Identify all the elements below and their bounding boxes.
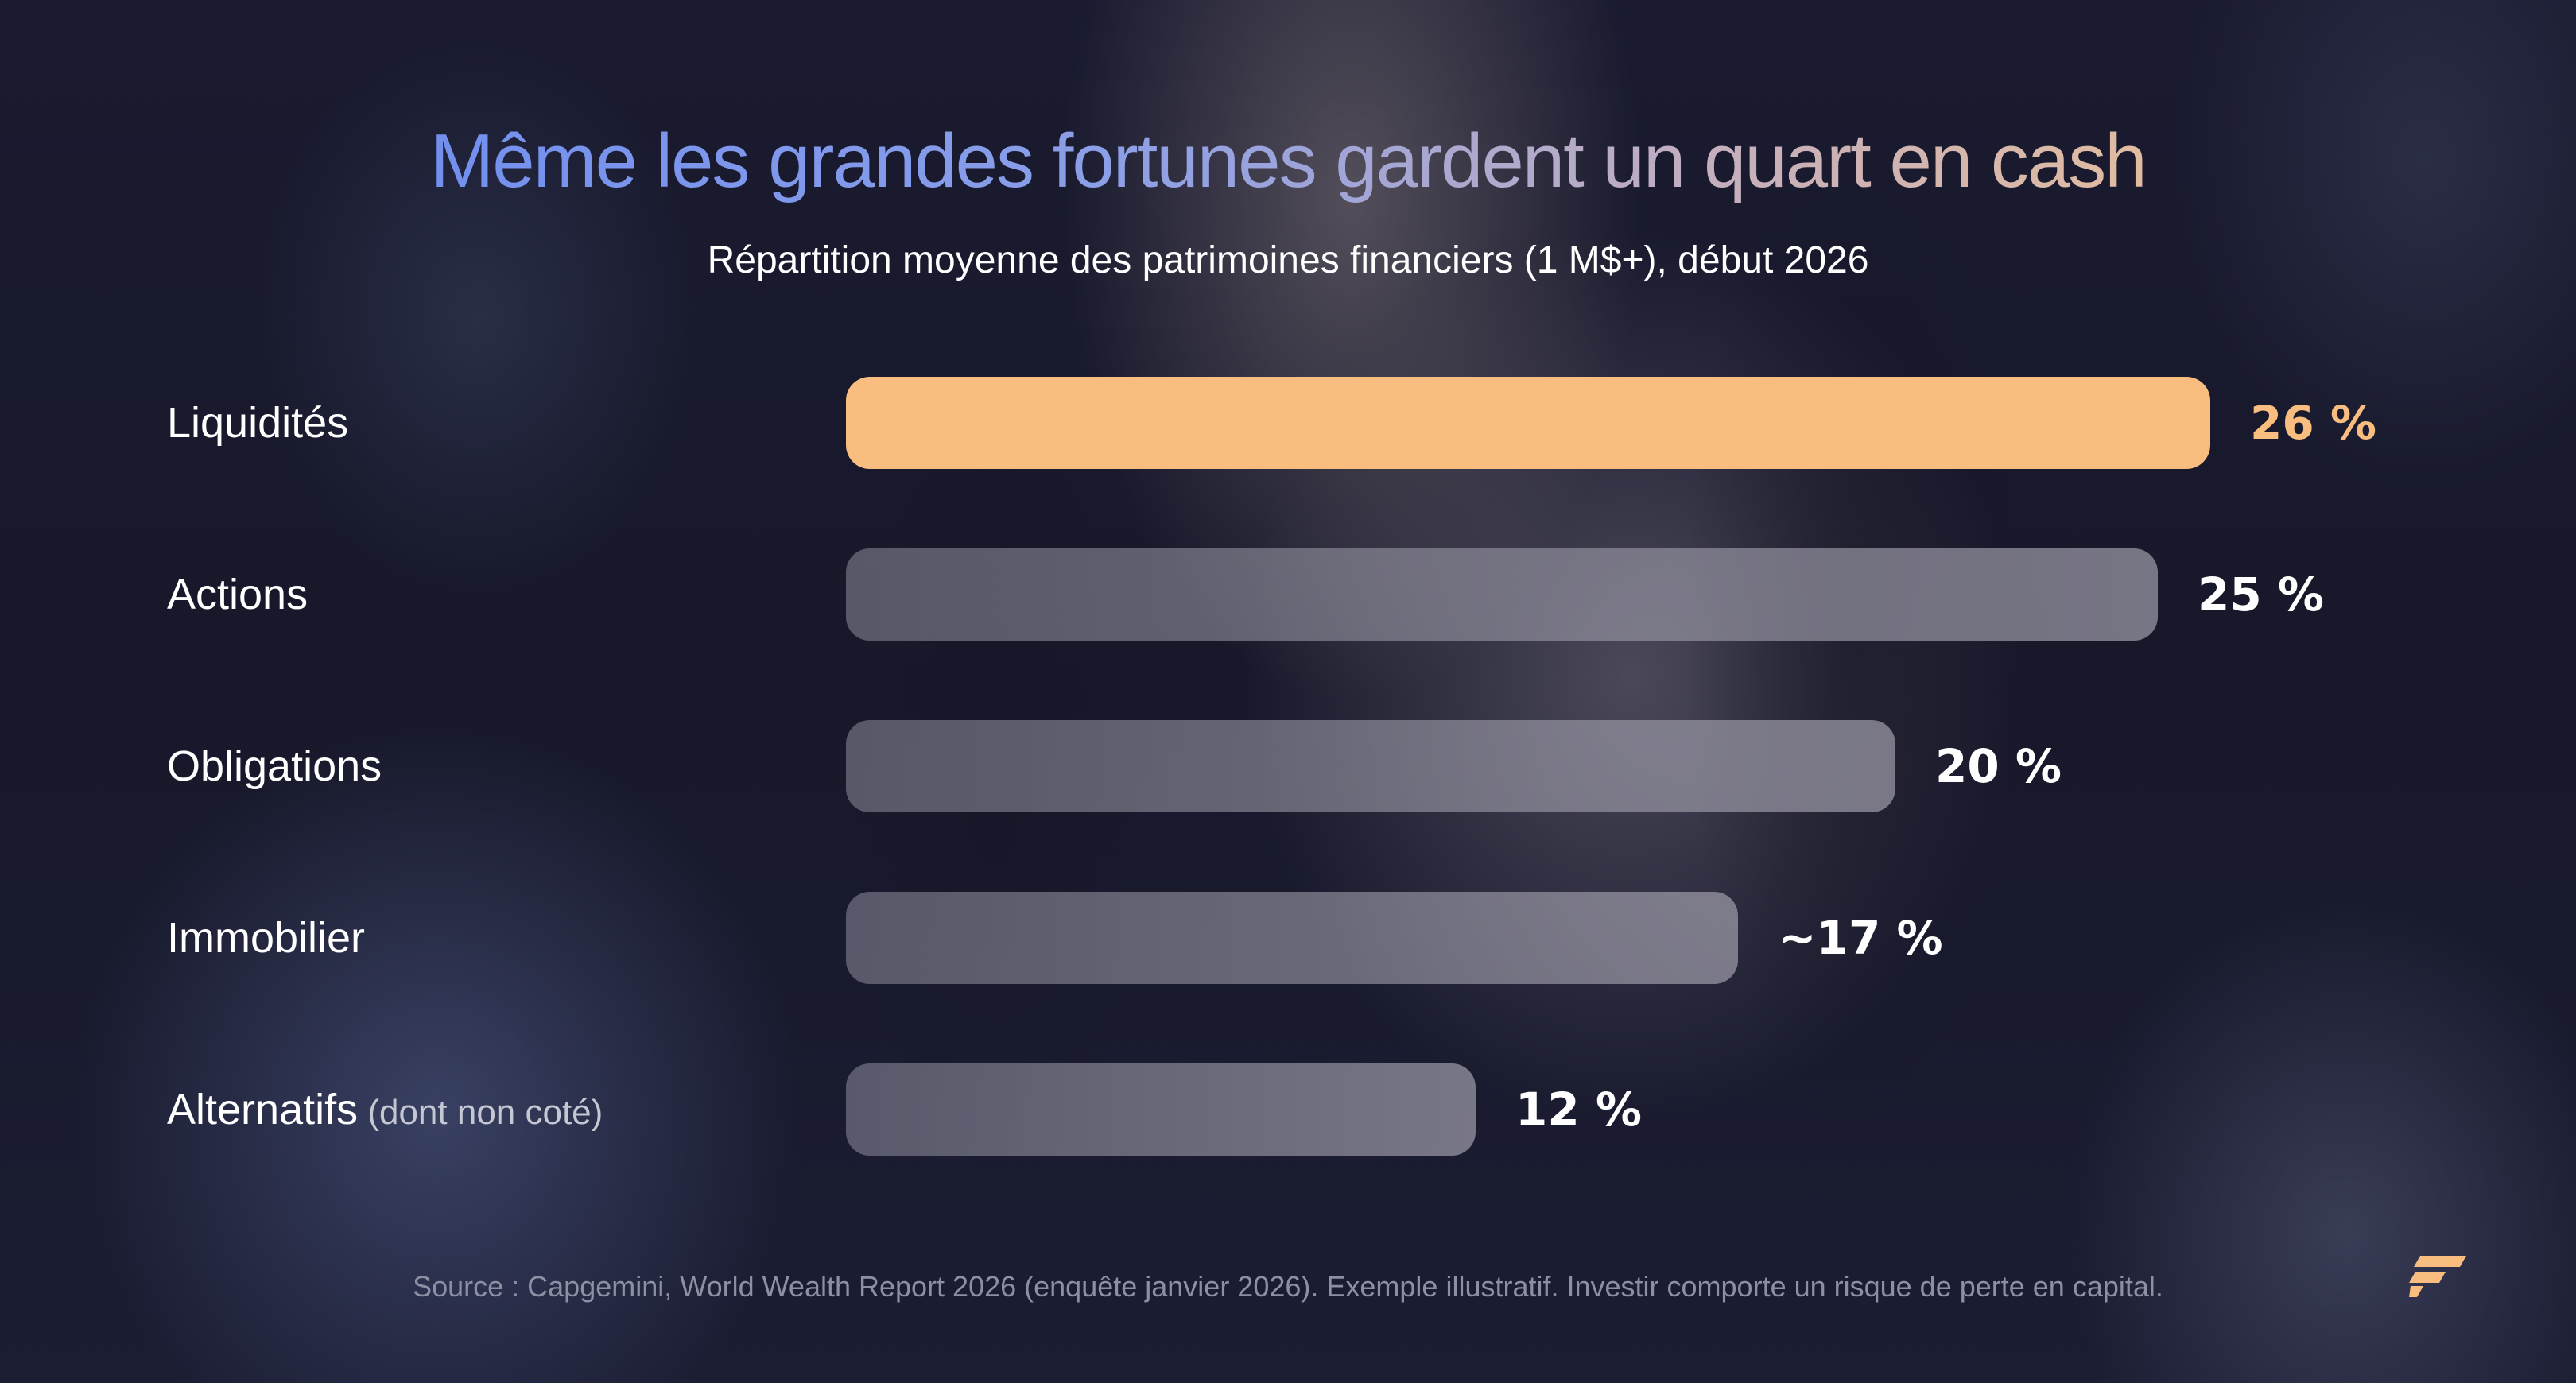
category-name: Liquidités xyxy=(167,399,349,447)
bar-row: 20 % xyxy=(846,720,2094,812)
bar xyxy=(846,720,1895,812)
category-label: Alternatifs (dont non coté) xyxy=(167,1063,603,1156)
bar xyxy=(846,548,2158,641)
value-label: 25 % xyxy=(2198,568,2325,622)
brand-logo-icon xyxy=(2409,1256,2466,1297)
category-label: Obligations xyxy=(167,720,382,812)
category-note: (dont non coté) xyxy=(358,1093,603,1132)
bar xyxy=(846,1063,1476,1156)
bar-row: ~17 % xyxy=(846,892,1943,984)
source-note: Source : Capgemini, World Wealth Report … xyxy=(413,1270,2163,1303)
value-label: 20 % xyxy=(1935,739,2062,793)
bar xyxy=(846,892,1738,984)
value-label: ~17 % xyxy=(1778,911,1943,965)
bar-row: 12 % xyxy=(846,1063,1674,1156)
category-name: Actions xyxy=(167,571,308,618)
bar-row: 26 % xyxy=(846,377,2409,469)
category-label: Liquidités xyxy=(167,377,348,469)
category-name: Alternatifs xyxy=(167,1086,359,1133)
category-label: Actions xyxy=(167,548,308,641)
bar-row: 25 % xyxy=(846,548,2357,641)
category-name: Immobilier xyxy=(167,914,366,962)
chart-title: Même les grandes fortunes gardent un qua… xyxy=(334,118,2242,205)
chart-subtitle: Répartition moyenne des patrimoines fina… xyxy=(707,239,1869,281)
value-label: 12 % xyxy=(1515,1083,1643,1137)
category-name: Obligations xyxy=(167,742,382,790)
bar xyxy=(846,377,2210,469)
category-label: Immobilier xyxy=(167,892,365,984)
value-label: 26 % xyxy=(2250,396,2377,450)
